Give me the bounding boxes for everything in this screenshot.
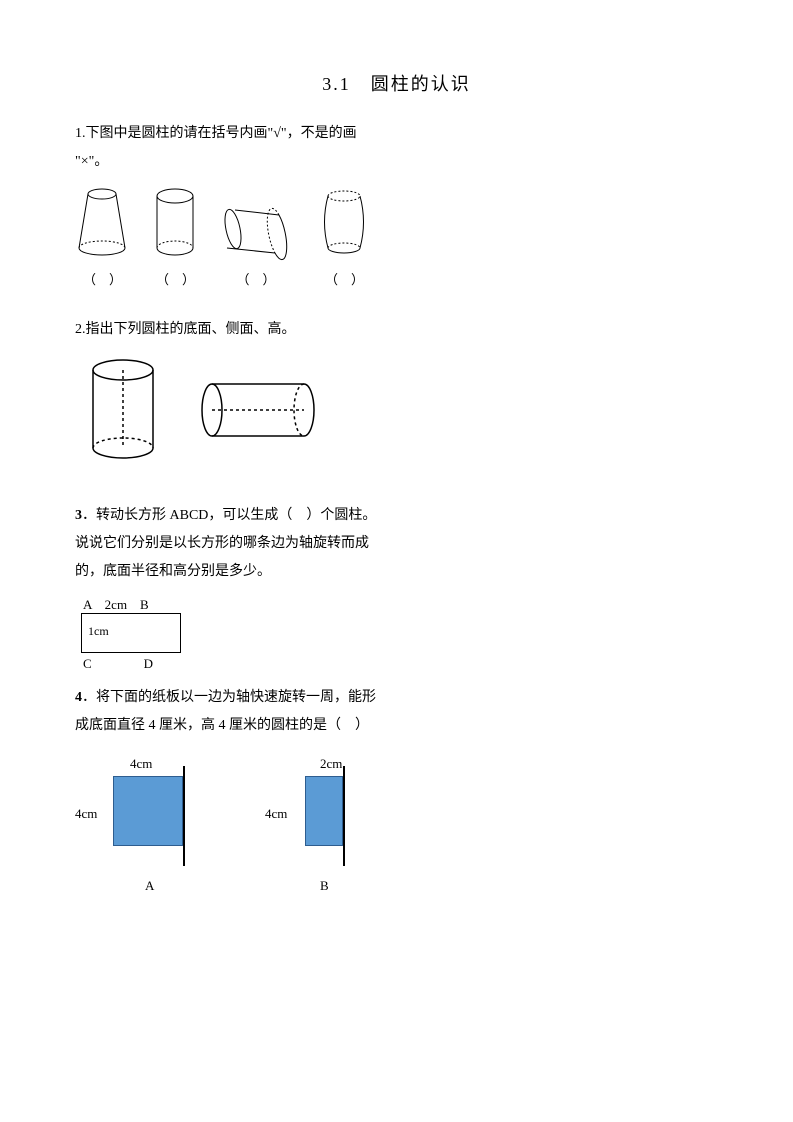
q3-line1: 33．转动长方形 ABCD，可以生成（ ）个圆柱。．转动长方形 ABCD，可以生… [75,508,376,523]
q3-text: 33．转动长方形 ABCD，可以生成（ ）个圆柱。．转动长方形 ABCD，可以生… [75,502,718,586]
q4-shapes-row: 4cm 4cm A 2cm 4cm B [75,756,718,906]
q2-cylinder-horizontal [194,374,324,449]
q3-bottom-label: C D [83,653,718,672]
q4-line1: 4．将下面的纸板以一边为轴快速旋转一周，能形 [75,690,376,705]
q4b-height-label: 4cm [265,806,287,822]
q3-line2: 说说它们分别是以长方形的哪条边为轴旋转而成 [75,536,369,551]
q4-line2: 成底面直径 4 厘米，高 4 厘米的圆柱的是（ ） [75,718,369,733]
q3-rect-box: 1cm [81,613,181,653]
q1-paren-3: （ ） [221,269,291,288]
q4a-height-label: 4cm [75,806,97,822]
q3-line3: 的，底面半径和高分别是多少。 [75,564,271,579]
q4b-rect [305,776,343,846]
q1-paren-2: （ ） [148,269,203,288]
q4a-square [113,776,183,846]
q2-shapes-row [81,356,718,466]
q4b-letter: B [320,878,329,894]
q1-text: 1.下图中是圆柱的请在括号内画"√"，不是的画 "×"。 [75,120,718,176]
q4-text: 4．将下面的纸板以一边为轴快速旋转一周，能形 成底面直径 4 厘米，高 4 厘米… [75,684,718,740]
q4-shape-a: 4cm 4cm A [75,756,215,906]
q1-paren-1: （ ） [75,269,130,288]
shape-cylinder-vertical [148,186,203,261]
q2-text: 2.指出下列圆柱的底面、侧面、高。 [75,316,718,344]
q2-cylinder-vertical [81,356,166,466]
q3-rectangle-diagram: A 2cm B 1cm C D [81,594,718,672]
shape-frustum [75,186,130,261]
shape-cylinder-tilted [221,201,291,261]
q4b-width-label: 2cm [320,756,342,772]
q1-line2: "×"。 [75,154,108,169]
q1-parens-row: （ ） （ ） （ ） （ ） [75,269,718,288]
q4a-letter: A [145,878,154,894]
q4-shape-b: 2cm 4cm B [265,756,375,906]
q3-top-label: A 2cm B [83,594,718,613]
q4a-width-label: 4cm [130,756,152,772]
q1-paren-4: （ ） [317,269,372,288]
page-title: 3.1 圆柱的认识 [75,70,718,96]
q1-line1: 1.下图中是圆柱的请在括号内画"√"，不是的画 [75,126,357,141]
shape-barrel [317,186,372,261]
q3-height-label: 1cm [88,624,109,638]
q4b-axis [343,766,345,866]
q4a-axis [183,766,185,866]
q1-shapes-row [75,186,718,261]
